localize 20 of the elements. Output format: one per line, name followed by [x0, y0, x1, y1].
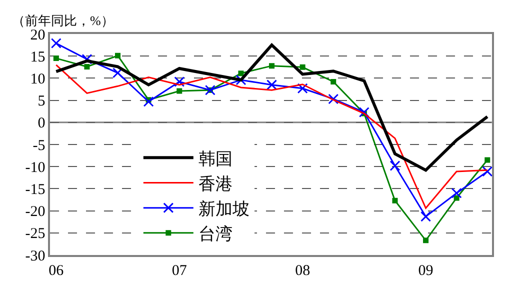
y-axis-title: （前年同比，%） [12, 13, 114, 28]
x-tick-label: 06 [48, 262, 64, 279]
x-tick-label: 07 [172, 262, 188, 279]
legend-label: 香港 [198, 174, 232, 194]
y-tick-label: -25 [25, 226, 46, 242]
y-tick-label: -20 [25, 204, 46, 220]
x-tick-label: 09 [418, 262, 434, 279]
legend-label: 台湾 [198, 224, 232, 244]
y-tick-label: 0 [38, 116, 46, 132]
y-tick-label: 20 [30, 27, 46, 44]
legend-label: 韩国 [198, 149, 232, 168]
y-tick-label: -30 [25, 248, 46, 264]
y-tick-label: -10 [25, 160, 46, 176]
y-tick-label: -5 [32, 138, 46, 154]
y-tick-label: -15 [25, 182, 46, 198]
x-tick-label: 08 [295, 262, 310, 279]
legend-label: 新加坡 [198, 199, 250, 218]
y-tick-label: 15 [30, 49, 46, 66]
y-tick-label: 10 [30, 71, 46, 88]
y-tick-label: 5 [38, 94, 46, 110]
